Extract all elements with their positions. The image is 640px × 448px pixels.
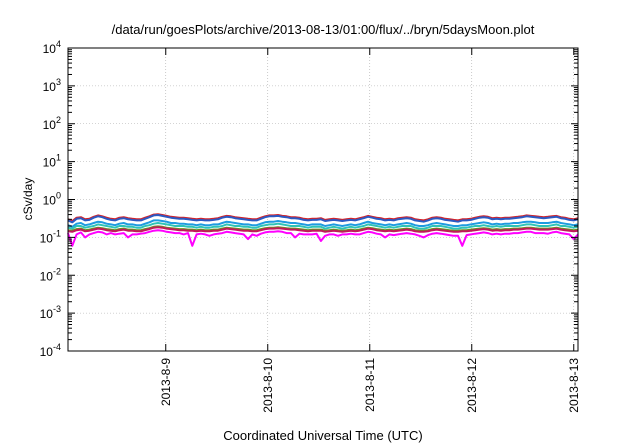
series-lines [67,213,579,247]
y-tick-base: 10 [40,269,54,283]
y-tick-exponent: -4 [53,342,61,352]
series-line [67,222,579,230]
y-tick-base: 10 [43,156,57,170]
series-line [67,219,579,228]
y-tick-base: 10 [40,231,54,245]
y-tick-label: 10-1 [40,228,61,245]
grid-lines [68,47,578,352]
chart-title: /data/run/goesPlots/archive/2013-08-13/0… [112,22,535,37]
y-tick-base: 10 [43,80,57,94]
x-axis-ticks: 2013-8-9 2013-8-10 2013-8-11 2013-8-12 2013-… [159,48,581,413]
y-tick-label: 10-4 [40,342,61,359]
y-tick-label: 102 [43,115,61,132]
y-tick-base: 10 [40,307,54,321]
y-tick-exponent: -1 [53,228,61,238]
y-tick-exponent: 3 [56,77,61,87]
y-tick-base: 10 [43,194,57,208]
x-tick-label: 2013-8-10 [261,358,275,413]
x-tick-label: 2013-8-13 [567,358,581,413]
y-tick-label: 104 [43,39,61,56]
y-tick-exponent: 1 [56,153,61,163]
y-tick-exponent: 2 [56,115,61,125]
x-tick-label: 2013-8-11 [363,358,377,412]
y-tick-exponent: -2 [53,266,61,276]
x-tick-label: 2013-8-9 [159,358,173,406]
y-tick-label: 103 [43,77,61,94]
y-axis-label: cSv/day [21,178,35,221]
y-tick-base: 10 [43,42,57,56]
y-tick-label: 100 [43,191,61,208]
series-line [67,226,579,233]
y-tick-exponent: 0 [56,191,61,201]
x-axis-label: Coordinated Universal Time (UTC) [223,428,422,443]
y-tick-label: 10-2 [40,266,61,283]
y-tick-label: 101 [43,153,61,170]
y-tick-base: 10 [43,118,57,132]
y-tick-exponent: -3 [53,304,61,314]
y-tick-label: 10-3 [40,304,61,321]
series-line [67,229,579,247]
y-tick-base: 10 [40,345,54,359]
series-line [67,214,579,224]
x-tick-label: 2013-8-12 [465,358,479,413]
y-tick-exponent: 4 [56,39,61,49]
